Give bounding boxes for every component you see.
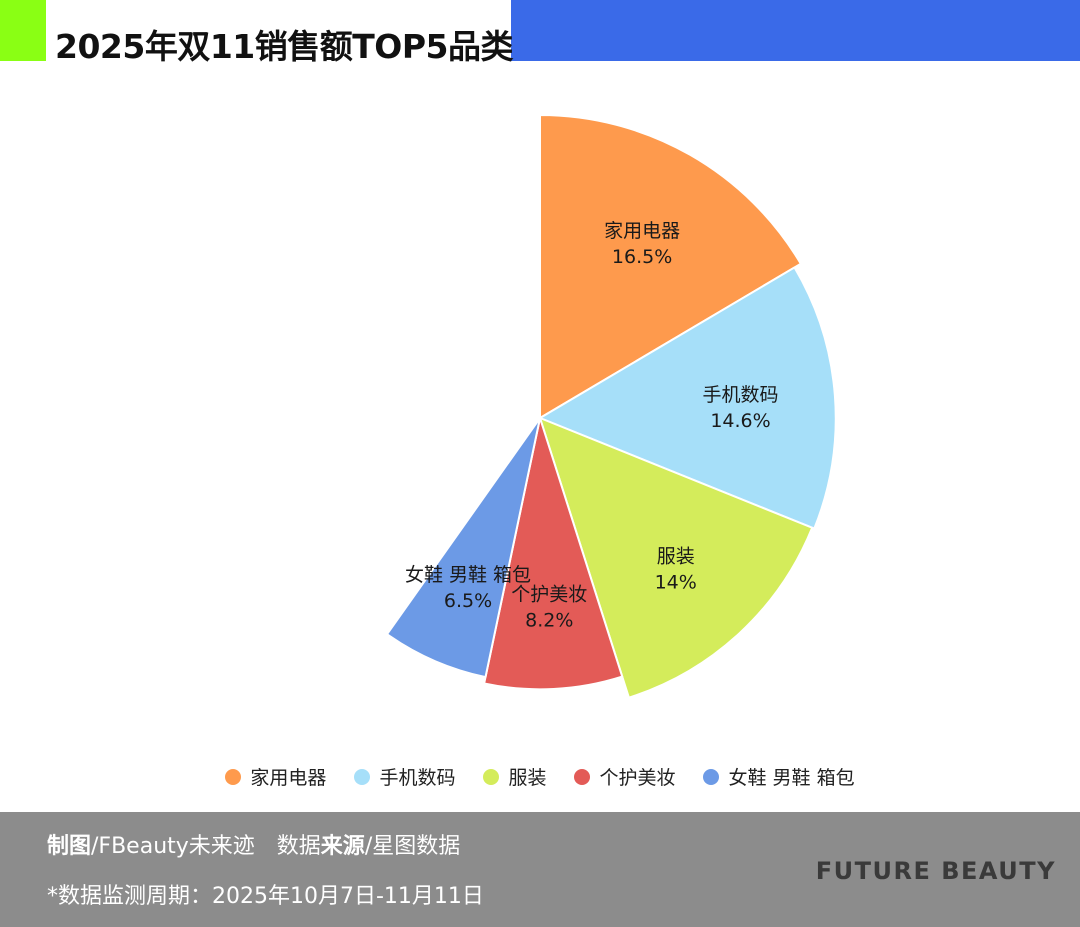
legend-item: 个护美妆	[574, 763, 675, 790]
legend-item: 家用电器	[225, 763, 326, 790]
legend-label: 手机数码	[379, 767, 456, 789]
legend-swatch	[703, 768, 720, 785]
brand-name: FUTURE BEAUTY	[815, 857, 1056, 885]
credits-line: 制图/FBeauty未来迹 数据来源/星图数据	[47, 828, 460, 860]
slice-category-label: 服装	[657, 545, 695, 567]
slice-value-label: 8.2%	[525, 609, 573, 631]
legend-swatch	[225, 768, 242, 785]
slice-category-label: 家用电器	[604, 220, 680, 242]
header-accent-blue	[511, 0, 1080, 61]
slice-category-label: 个护美妆	[511, 583, 587, 605]
pie-slice-1	[539, 266, 837, 530]
pie-slice-4	[386, 417, 541, 679]
slice-category-label: 女鞋 男鞋 箱包	[405, 564, 531, 586]
legend-label: 服装	[508, 767, 547, 789]
credit-source-label: 来源	[320, 834, 365, 859]
legend-swatch	[574, 768, 591, 785]
slice-value-label: 14%	[655, 571, 697, 593]
legend-item: 服装	[483, 763, 546, 790]
pie-slice-0	[539, 114, 802, 419]
legend-label: 家用电器	[250, 767, 327, 789]
pie-slice-2	[539, 417, 814, 699]
slice-category-label: 手机数码	[702, 384, 778, 406]
legend-label: 女鞋 男鞋 箱包	[728, 767, 855, 789]
footer: 制图/FBeauty未来迹 数据来源/星图数据 *数据监测周期：2025年10月7…	[0, 812, 1080, 927]
legend-item: 手机数码	[354, 763, 455, 790]
credit-made-value: /FBeauty未来迹	[91, 834, 255, 859]
slice-value-label: 6.5%	[444, 590, 492, 612]
chart-title: 2025年双11销售额TOP5品类	[55, 27, 513, 66]
legend-swatch	[354, 768, 371, 785]
slice-value-label: 16.5%	[612, 246, 672, 268]
slice-value-label: 14.6%	[710, 410, 770, 432]
header-accent-green	[0, 0, 46, 61]
credit-source-prefix: 数据	[276, 834, 321, 859]
pie-chart: 家用电器 16.5% 手机数码 14.6% 服装 14% 个护美妆 8.2% 女鞋 男鞋 箱包 6…	[386, 114, 837, 699]
legend-swatch	[483, 768, 500, 785]
legend-label: 个护美妆	[599, 767, 676, 789]
credit-source-value: /星图数据	[364, 834, 461, 859]
legend-item: 女鞋 男鞋 箱包	[703, 763, 855, 790]
monitoring-period: *数据监测周期：2025年10月7日-11月11日	[47, 884, 484, 909]
pie-slice-3	[483, 417, 624, 691]
legend: 家用电器 手机数码 服装 个护美妆 女鞋 男鞋 箱包	[0, 763, 1080, 790]
credit-made-label: 制图	[47, 834, 92, 859]
